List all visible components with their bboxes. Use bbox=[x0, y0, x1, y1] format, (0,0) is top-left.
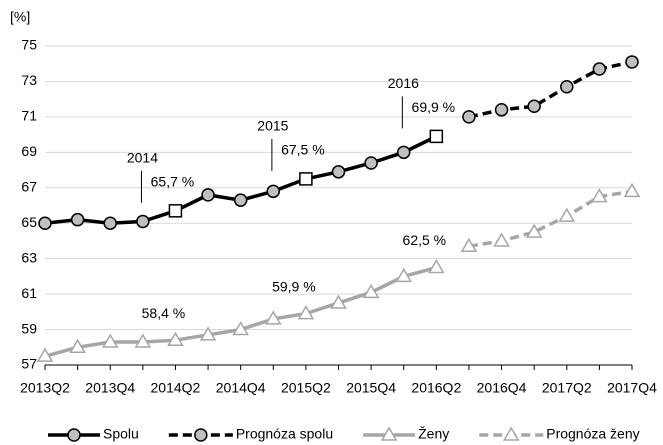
circle-marker bbox=[625, 55, 639, 69]
circle-marker bbox=[266, 184, 281, 199]
x-tick-label: 2016Q2 bbox=[411, 380, 461, 396]
annotation: 2014 bbox=[127, 150, 158, 166]
y-tick-label: 67 bbox=[21, 178, 37, 194]
legend-marker bbox=[194, 428, 208, 442]
x-tick-label: 2013Q2 bbox=[20, 380, 70, 396]
legend-item: Ženy bbox=[363, 426, 449, 442]
y-tick-label: 61 bbox=[21, 285, 37, 301]
circle-marker bbox=[396, 145, 411, 160]
triangle-marker bbox=[525, 223, 543, 238]
circle-marker bbox=[527, 99, 541, 114]
annotation: 2015 bbox=[257, 118, 288, 134]
square-marker bbox=[168, 204, 183, 218]
triangle-marker bbox=[362, 283, 380, 299]
series-line bbox=[44, 265, 437, 358]
x-tick-label: 2015Q2 bbox=[281, 380, 331, 396]
circle-marker bbox=[331, 165, 346, 179]
triangle-marker bbox=[199, 326, 217, 341]
data-label: 69,9 % bbox=[412, 99, 456, 115]
triangle-marker bbox=[36, 347, 54, 362]
circle-marker bbox=[201, 188, 215, 202]
legend-label: Spolu bbox=[103, 426, 139, 442]
circle-marker bbox=[38, 216, 52, 230]
y-tick-label: 71 bbox=[21, 108, 37, 124]
x-tick-label: 2016Q4 bbox=[477, 380, 527, 396]
y-tick-label: 65 bbox=[21, 214, 37, 230]
square-marker bbox=[299, 172, 313, 186]
triangle-marker bbox=[264, 310, 282, 325]
legend-label: Prognóza ženy bbox=[546, 426, 639, 442]
data-label: 62,5 % bbox=[403, 232, 447, 248]
legend-label: Ženy bbox=[418, 426, 449, 442]
data-label: 58,4 % bbox=[142, 305, 186, 321]
legend-label: Prognóza spolu bbox=[236, 426, 333, 442]
circle-marker bbox=[136, 214, 150, 229]
legend-marker bbox=[380, 426, 398, 441]
square-marker bbox=[429, 129, 444, 144]
y-tick-label: 63 bbox=[21, 249, 37, 265]
data-label: 65,7 % bbox=[151, 174, 195, 190]
triangle-marker bbox=[493, 232, 510, 247]
circle-marker bbox=[364, 156, 378, 170]
triangle-marker bbox=[460, 237, 478, 253]
data-label: 59,9 % bbox=[272, 278, 316, 294]
triangle-marker bbox=[330, 294, 347, 309]
x-tick-label: 2017Q4 bbox=[607, 380, 657, 396]
x-tick-label: 2014Q4 bbox=[216, 380, 266, 396]
triangle-marker bbox=[69, 338, 86, 354]
series-line bbox=[468, 189, 633, 248]
data-label: 67,5 % bbox=[281, 142, 325, 158]
triangle-marker bbox=[428, 259, 445, 274]
circle-marker bbox=[592, 62, 607, 76]
circle-marker bbox=[462, 110, 476, 124]
y-tick-label: 57 bbox=[21, 356, 37, 372]
x-tick-label: 2013Q4 bbox=[85, 380, 135, 396]
y-tick-label: 69 bbox=[21, 143, 37, 159]
legend-item: Spolu bbox=[48, 426, 139, 442]
triangle-marker bbox=[395, 267, 413, 283]
triangle-marker bbox=[101, 333, 119, 348]
triangle-marker bbox=[623, 182, 641, 198]
circle-marker bbox=[233, 193, 248, 207]
triangle-marker bbox=[167, 331, 184, 346]
circle-marker bbox=[560, 80, 574, 94]
series-line bbox=[468, 60, 633, 119]
y-tick-label: 75 bbox=[21, 37, 37, 53]
y-tick-label: 59 bbox=[21, 320, 37, 336]
series-line bbox=[44, 134, 438, 225]
legend-marker bbox=[502, 426, 520, 441]
y-unit: [%] bbox=[10, 9, 30, 25]
y-tick-label: 73 bbox=[21, 72, 37, 88]
circle-marker bbox=[494, 103, 509, 117]
triangle-marker bbox=[297, 305, 315, 320]
legend-item: Prognóza spolu bbox=[168, 426, 333, 442]
triangle-marker bbox=[134, 333, 152, 348]
legend-marker bbox=[67, 428, 81, 442]
x-tick-label: 2014Q2 bbox=[151, 380, 201, 396]
legend-item: Prognóza ženy bbox=[479, 426, 640, 442]
triangle-marker bbox=[591, 188, 608, 203]
circle-marker bbox=[103, 216, 117, 230]
circle-marker bbox=[70, 212, 85, 227]
triangle-marker bbox=[558, 207, 576, 222]
annotation: 2016 bbox=[388, 75, 419, 91]
x-tick-label: 2017Q2 bbox=[542, 380, 592, 396]
triangle-marker bbox=[232, 321, 249, 336]
x-tick-label: 2015Q4 bbox=[346, 380, 396, 396]
